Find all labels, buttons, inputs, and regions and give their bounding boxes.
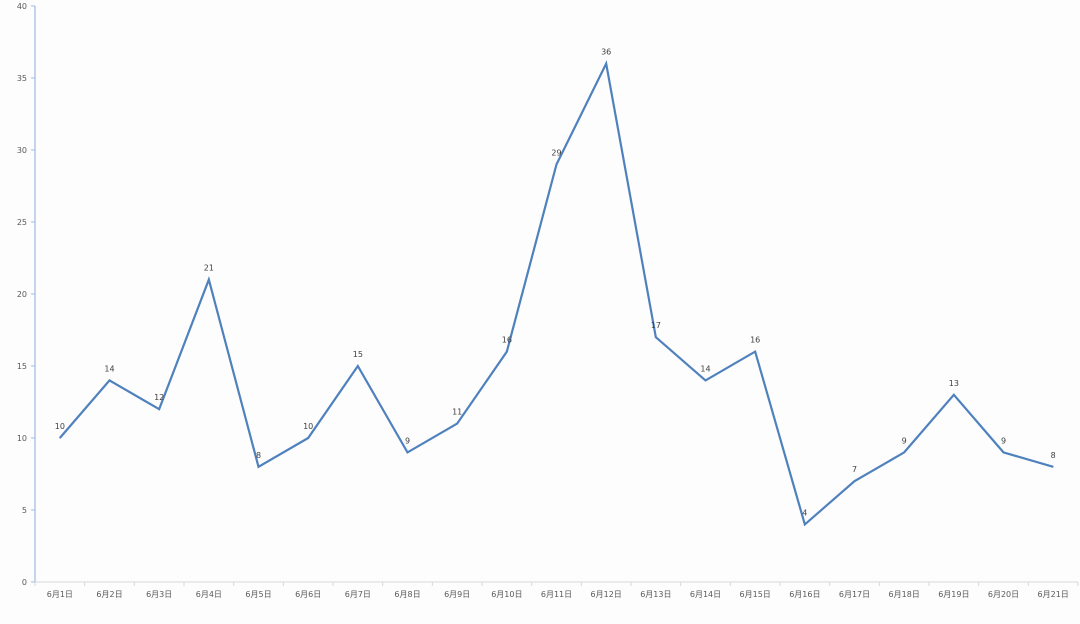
x-tick-label: 6月4日 [196, 590, 222, 599]
x-tick-label: 6月13日 [640, 590, 671, 599]
x-tick-label: 6月11日 [541, 590, 572, 599]
x-tick-label: 6月10日 [491, 590, 522, 599]
y-tick-label: 35 [17, 74, 27, 83]
data-label: 16 [750, 336, 760, 345]
x-tick-label: 6月5日 [245, 590, 271, 599]
x-tick-label: 6月2日 [96, 590, 122, 599]
data-point [307, 437, 309, 439]
data-point [854, 480, 855, 482]
y-tick-label: 0 [22, 578, 27, 587]
data-point [1003, 451, 1004, 453]
data-label: 15 [353, 350, 363, 359]
data-point [158, 408, 160, 410]
y-tick-label: 40 [17, 2, 27, 11]
y-tick-label: 30 [17, 146, 27, 155]
data-label: 10 [55, 422, 65, 431]
data-label: 9 [902, 436, 907, 445]
x-tick-label: 6月21日 [1038, 590, 1069, 599]
data-label: 21 [204, 264, 214, 273]
data-label: 9 [405, 436, 410, 445]
data-label: 8 [256, 451, 261, 460]
x-tick-label: 6月3日 [146, 590, 172, 599]
data-point [953, 394, 955, 396]
data-point [605, 63, 607, 65]
data-point [754, 351, 756, 353]
x-tick-label: 6月16日 [789, 590, 820, 599]
y-tick-label: 10 [17, 434, 27, 443]
data-point [903, 451, 905, 453]
data-point [804, 523, 806, 525]
series-line [59, 60, 1054, 527]
data-point [456, 423, 458, 425]
data-label: 14 [104, 364, 114, 373]
data-label: 14 [700, 364, 710, 373]
data-point [357, 365, 359, 367]
y-tick-label: 20 [17, 290, 27, 299]
x-tick-label: 6月9日 [444, 590, 470, 599]
x-tick-label: 6月6日 [295, 590, 321, 599]
x-tick-label: 6月8日 [394, 590, 420, 599]
x-tick-label: 6月15日 [740, 590, 771, 599]
x-tick-label: 6月1日 [47, 590, 73, 599]
data-point [208, 279, 210, 281]
data-point [655, 336, 657, 338]
data-label: 10 [303, 422, 313, 431]
data-point [506, 351, 508, 353]
data-label: 13 [949, 379, 959, 388]
data-point [705, 379, 706, 381]
data-label: 9 [1001, 436, 1006, 445]
y-tick-label: 25 [17, 218, 27, 227]
x-tick-label: 6月19日 [938, 590, 969, 599]
data-point [258, 466, 259, 468]
data-label: 4 [802, 508, 807, 517]
data-point [556, 163, 557, 165]
x-tick-label: 6月17日 [839, 590, 870, 599]
data-label: 7 [852, 465, 857, 474]
data-label: 12 [154, 393, 164, 402]
data-label: 11 [452, 408, 462, 417]
data-point [1052, 466, 1054, 468]
data-label: 16 [502, 336, 512, 345]
x-tick-label: 6月7日 [345, 590, 371, 599]
data-label: 8 [1051, 451, 1056, 460]
data-label: 36 [601, 48, 611, 57]
data-label: 29 [551, 148, 561, 157]
data-point [59, 437, 61, 439]
data-label: 17 [651, 321, 661, 330]
x-tick-label: 6月12日 [591, 590, 622, 599]
x-tick-label: 6月20日 [988, 590, 1019, 599]
data-point [109, 379, 110, 381]
y-tick-label: 15 [17, 362, 27, 371]
x-tick-label: 6月14日 [690, 590, 721, 599]
y-tick-label: 5 [22, 506, 27, 515]
x-tick-label: 6月18日 [889, 590, 920, 599]
data-point [407, 451, 408, 453]
